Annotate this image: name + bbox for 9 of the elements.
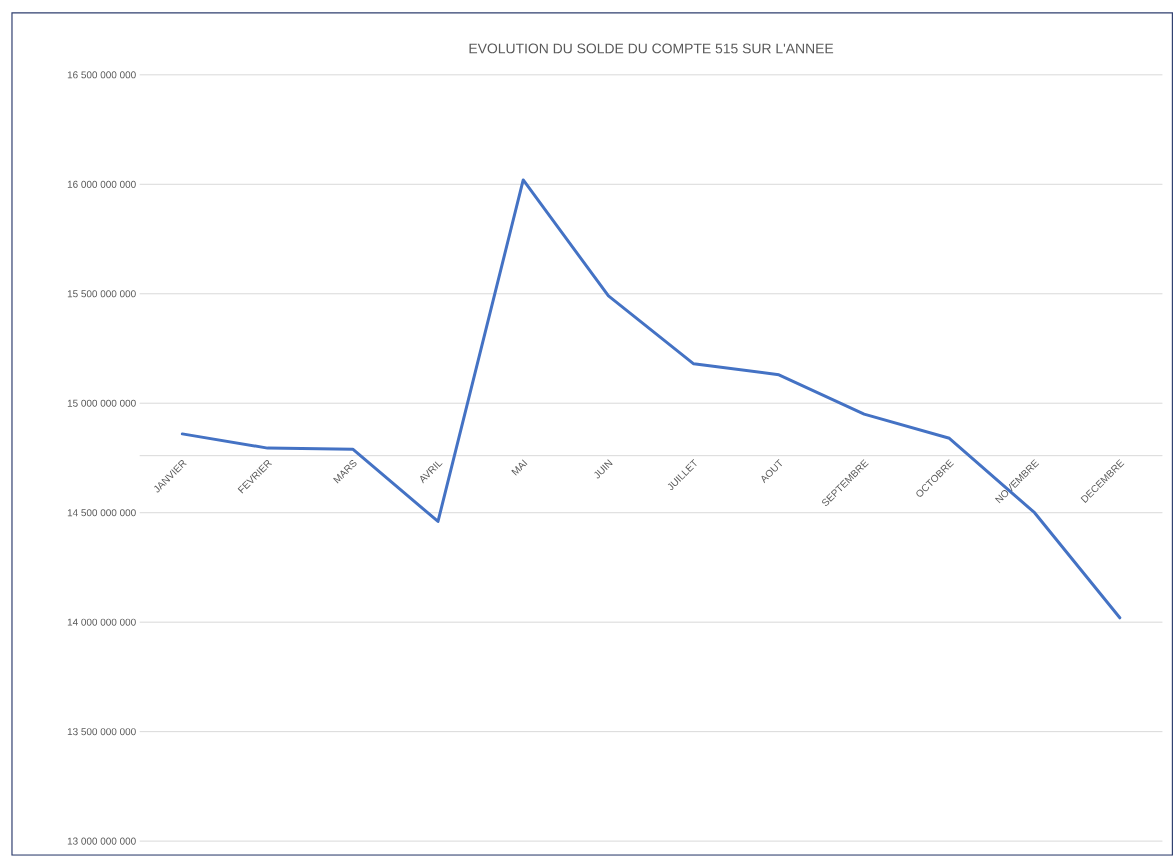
y-tick-label: 16 000 000 000	[67, 180, 136, 188]
y-tick-label: 15 500 000 000	[67, 290, 136, 298]
y-tick-label: 13 500 000 000	[67, 728, 136, 736]
chart-title: EVOLUTION DU SOLDE DU COMPTE 515 SUR L'ANNEE	[469, 43, 834, 54]
y-tick-label: 14 000 000 000	[67, 618, 136, 626]
y-tick-label: 13 000 000 000	[67, 837, 136, 845]
y-tick-label: 16 500 000 000	[67, 71, 136, 79]
y-tick-label: 15 000 000 000	[67, 399, 136, 407]
y-tick-label: 14 500 000 000	[67, 509, 136, 517]
